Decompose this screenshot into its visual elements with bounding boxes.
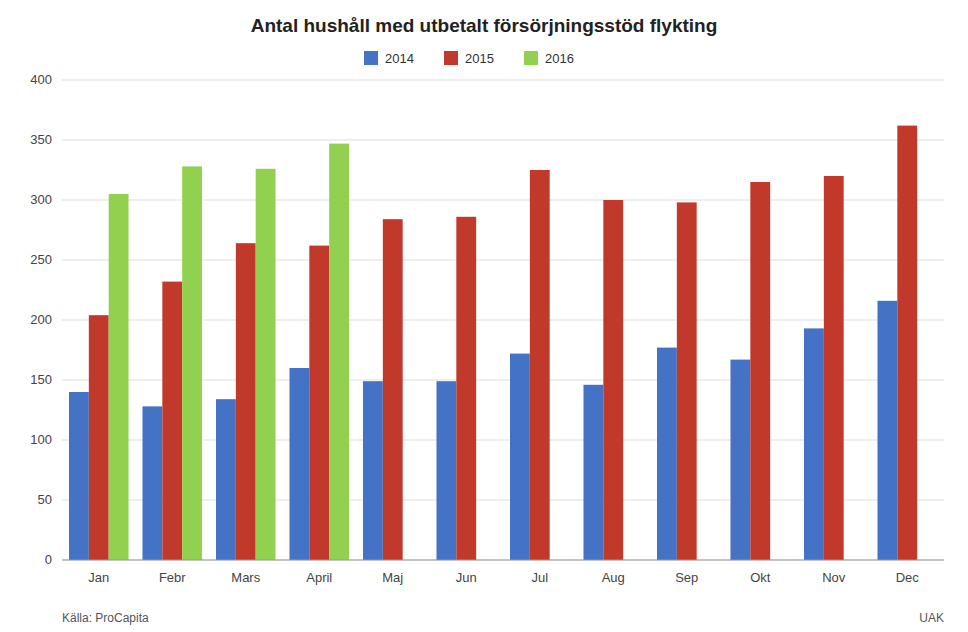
x-tick-label: Nov bbox=[822, 570, 846, 585]
bar bbox=[162, 282, 182, 560]
y-tick-label: 350 bbox=[30, 132, 52, 147]
footer-note: UAK bbox=[919, 611, 944, 625]
bar bbox=[436, 381, 456, 560]
legend-label: 2015 bbox=[465, 51, 494, 66]
bar bbox=[510, 354, 530, 560]
bar bbox=[383, 219, 403, 560]
bar bbox=[603, 200, 623, 560]
grid-line bbox=[62, 140, 944, 141]
x-tick-label: Dec bbox=[896, 570, 920, 585]
chart-container: Antal hushåll med utbetalt försörjningss… bbox=[0, 0, 968, 632]
y-tick-label: 0 bbox=[45, 552, 52, 567]
x-tick-label: Jul bbox=[531, 570, 548, 585]
bar bbox=[456, 217, 476, 560]
grid-line bbox=[62, 80, 944, 81]
bar bbox=[750, 182, 770, 560]
x-tick-label: Sep bbox=[675, 570, 698, 585]
bar bbox=[530, 170, 550, 560]
legend-label: 2014 bbox=[385, 51, 414, 66]
footer-note: Källa: ProCapita bbox=[62, 611, 149, 625]
y-tick-label: 250 bbox=[30, 252, 52, 267]
y-tick-label: 300 bbox=[30, 192, 52, 207]
legend: 2014 2015 2016 bbox=[364, 51, 574, 66]
bar bbox=[256, 169, 276, 560]
x-axis-line bbox=[62, 560, 944, 561]
x-tick-label: Maj bbox=[382, 570, 403, 585]
y-tick-label: 50 bbox=[38, 492, 52, 507]
y-tick-label: 150 bbox=[30, 372, 52, 387]
bar bbox=[877, 301, 897, 560]
bar bbox=[657, 348, 677, 560]
x-tick-label: Jun bbox=[456, 570, 477, 585]
legend-swatch bbox=[444, 51, 458, 65]
x-tick-label: April bbox=[306, 570, 332, 585]
bars bbox=[69, 126, 917, 560]
title: Antal hushåll med utbetalt försörjningss… bbox=[251, 15, 718, 36]
bar bbox=[583, 385, 603, 560]
bar bbox=[69, 392, 89, 560]
bar bbox=[182, 166, 202, 560]
y-tick-label: 200 bbox=[30, 312, 52, 327]
bar bbox=[309, 246, 329, 560]
bar bbox=[677, 202, 697, 560]
chart: Antal hushåll med utbetalt försörjningss… bbox=[0, 0, 968, 632]
bar bbox=[216, 399, 236, 560]
bar bbox=[142, 406, 162, 560]
x-tick-label: Aug bbox=[602, 570, 625, 585]
x-tick-label: Okt bbox=[750, 570, 771, 585]
bar bbox=[363, 381, 383, 560]
bar bbox=[89, 315, 109, 560]
x-tick-label: Mars bbox=[231, 570, 260, 585]
bar bbox=[804, 328, 824, 560]
bar bbox=[897, 126, 917, 560]
legend-swatch bbox=[524, 51, 538, 65]
bar bbox=[236, 243, 256, 560]
x-tick-label: Jan bbox=[88, 570, 109, 585]
y-tick-label: 400 bbox=[30, 72, 52, 87]
bar bbox=[824, 176, 844, 560]
legend-swatch bbox=[364, 51, 378, 65]
bar bbox=[289, 368, 309, 560]
legend-label: 2016 bbox=[545, 51, 574, 66]
bar bbox=[109, 194, 129, 560]
grid-line bbox=[62, 560, 944, 561]
bar bbox=[329, 144, 349, 560]
y-tick-label: 100 bbox=[30, 432, 52, 447]
grid bbox=[62, 80, 944, 560]
x-tick-label: Febr bbox=[159, 570, 186, 585]
bar bbox=[730, 360, 750, 560]
